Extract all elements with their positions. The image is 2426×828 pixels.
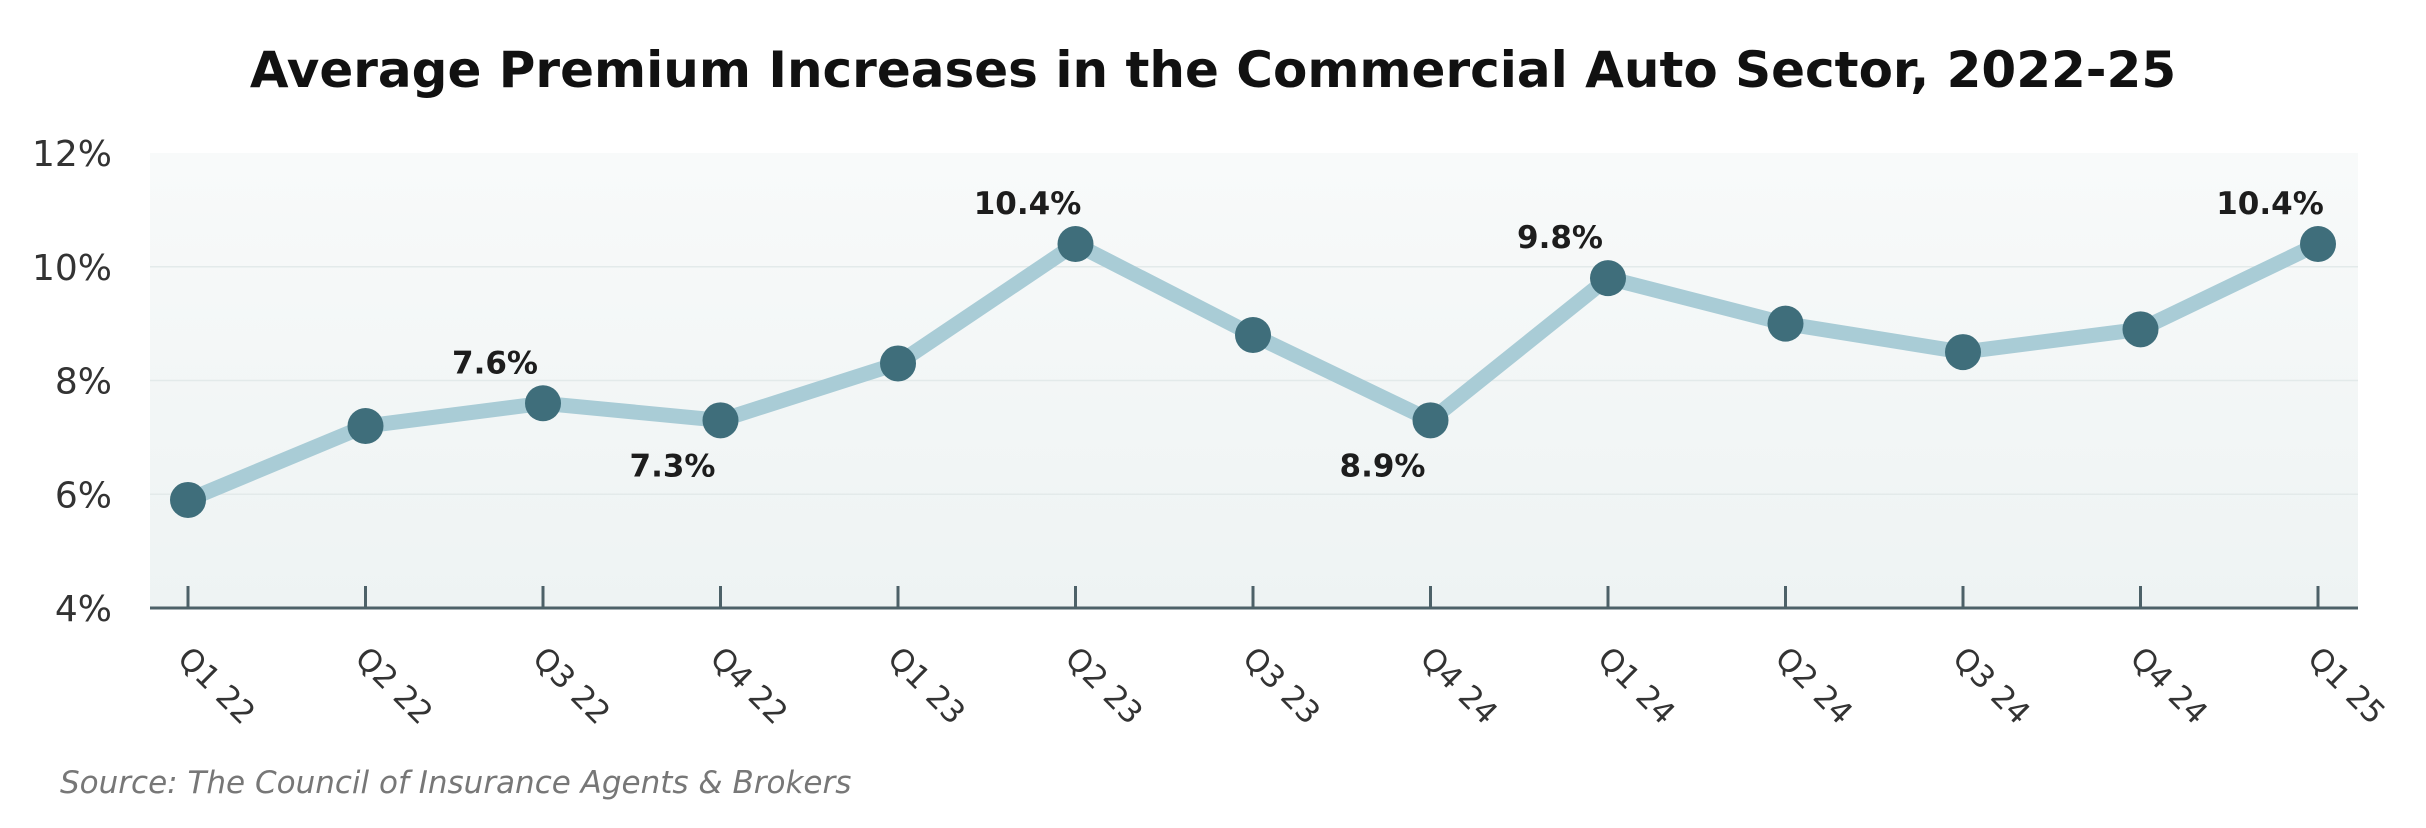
data-point [347,408,384,444]
data-point [1235,317,1271,353]
data-point [1057,226,1094,262]
x-tick-label: Q3 24 [1945,640,2037,732]
data-point [525,385,561,422]
x-tick-label: Q1 24 [1590,640,1682,732]
data-label: 7.3% [630,448,716,484]
y-tick-label: 8% [55,362,112,403]
x-tick-label: Q3 22 [525,640,617,732]
gridlines [150,266,2358,495]
data-point [702,402,739,439]
data-point [170,481,206,518]
data-label: 10.4% [974,186,1082,222]
data-point [2300,226,2336,262]
data-label: 9.8% [1517,220,1603,256]
x-tick-label: Q1 23 [880,640,972,732]
data-point [1412,402,1449,439]
source-note: Source: The Council of Insurance Agents … [60,765,851,801]
x-tick-label: Q1 22 [170,640,262,732]
x-tick-label: Q1 25 [2300,640,2392,732]
data-point [1590,260,1626,297]
y-tick-label: 12% [32,134,112,175]
data-point [1767,305,1804,342]
x-tick-label: Q4 22 [703,640,795,732]
y-tick-label: 10% [32,248,112,289]
x-axis-tick-labels: Q1 22 Q2 22 Q3 22 Q4 22 Q1 23 Q2 23 Q3 23 Q4 24… [170,640,2392,732]
y-tick-label: 4% [55,589,112,630]
x-tick-label: Q2 23 [1058,640,1150,732]
data-labels: 7.6% 7.3% 10.4% 8.9% 9.8% 10.4% [452,186,2324,484]
chart-title: Average Premium Increases in the Commerc… [250,41,2176,99]
x-tick-label: Q4 24 [1413,640,1505,732]
x-tick-label: Q2 24 [1768,640,1860,732]
x-tick-label: Q2 22 [348,640,440,732]
y-tick-label: 6% [55,475,112,516]
data-point [880,345,916,382]
data-label: 10.4% [2216,186,2324,222]
data-label: 7.6% [452,345,538,381]
data-label: 8.9% [1340,448,1426,484]
data-points [170,226,2336,518]
x-axis-ticks [186,586,2320,608]
data-point [1945,334,1981,371]
x-tick-label: Q4 24 [2123,640,2215,732]
x-tick-label: Q3 23 [1235,640,1327,732]
data-point [2122,311,2159,348]
y-axis-tick-labels: 4% 6% 8% 10% 12% [32,134,112,630]
